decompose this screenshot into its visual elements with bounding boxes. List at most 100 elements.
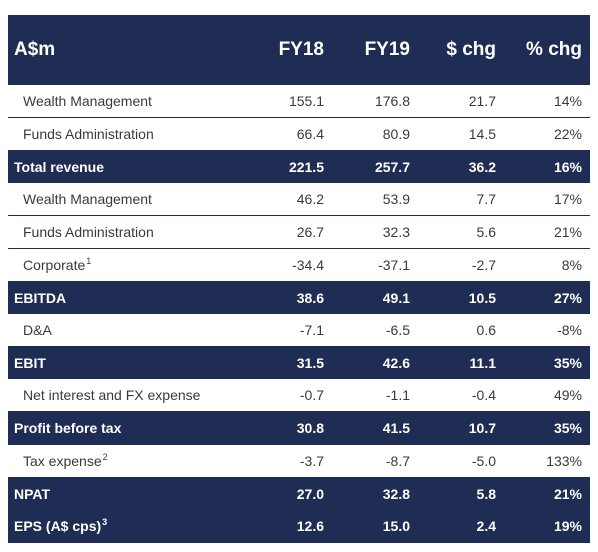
value-percent-change: 8% <box>502 248 590 282</box>
row-label-text: Total revenue <box>14 158 104 175</box>
value-percent-change: 14% <box>502 85 590 119</box>
value-percent-change: 35% <box>502 411 590 445</box>
value-dollar-change: -2.7 <box>416 248 502 282</box>
value-fy18: 12.6 <box>244 509 328 543</box>
value-percent-change: 133% <box>502 444 590 478</box>
value-dollar-change: 5.8 <box>416 477 502 510</box>
value-fy19: 53.9 <box>328 183 416 217</box>
row-label: Funds Administration <box>8 117 244 151</box>
value-percent-change: 21% <box>502 215 590 249</box>
table-row: Corporate1 -34.4 -37.1 -2.7 8% <box>8 248 590 282</box>
row-label-text: EBIT <box>14 355 46 372</box>
header-label-currency: A$m <box>14 39 56 60</box>
table-row: Wealth Management 46.2 53.9 7.7 17% <box>8 183 590 217</box>
header-row: A$m FY18 FY19 $ chg % chg <box>8 15 590 85</box>
value-percent-change: 17% <box>502 183 590 217</box>
value-fy18: -34.4 <box>244 248 328 282</box>
table-body: Wealth Management 155.1 176.8 21.7 14% Funds … <box>8 85 590 543</box>
row-label-text: EPS (A$ cps) <box>14 518 102 535</box>
table-row: Funds Administration 66.4 80.9 14.5 22% <box>8 117 590 151</box>
value-percent-change: 27% <box>502 281 590 314</box>
header-percent-change: % chg <box>526 39 582 60</box>
value-fy19: -8.7 <box>328 444 416 478</box>
table-row-total: Profit before tax 30.8 41.5 10.7 35% <box>8 411 590 445</box>
value-fy19: 42.6 <box>328 346 416 380</box>
value-dollar-change: 5.6 <box>416 215 502 249</box>
value-dollar-change: 2.4 <box>416 509 502 543</box>
row-label: Tax expense2 <box>8 444 244 478</box>
table-row: Tax expense2 -3.7 -8.7 -5.0 133% <box>8 444 590 478</box>
footnote-marker: 3 <box>102 517 108 528</box>
row-label: NPAT <box>8 477 244 510</box>
value-dollar-change: 10.5 <box>416 281 502 314</box>
value-fy18: 27.0 <box>244 477 328 510</box>
table-row: Net interest and FX expense -0.7 -1.1 -0.4 4… <box>8 379 590 413</box>
value-fy19: -37.1 <box>328 248 416 282</box>
value-dollar-change: 7.7 <box>416 183 502 217</box>
value-fy19: -6.5 <box>328 313 416 347</box>
row-label: Net interest and FX expense <box>8 379 244 413</box>
value-dollar-change: 21.7 <box>416 85 502 119</box>
value-fy18: 38.6 <box>244 281 328 314</box>
financial-summary-table-container: A$m FY18 FY19 $ chg % chg Wealth Managem… <box>8 15 590 543</box>
value-percent-change: -8% <box>502 313 590 347</box>
footnote-marker: 2 <box>102 451 108 462</box>
table-row-total: EBITDA 38.6 49.1 10.5 27% <box>8 281 590 314</box>
value-dollar-change: 36.2 <box>416 150 502 184</box>
row-label-text: EBITDA <box>14 289 67 306</box>
row-label-text: Profit before tax <box>14 420 122 437</box>
value-fy19: -1.1 <box>328 379 416 413</box>
value-fy18: -0.7 <box>244 379 328 413</box>
value-percent-change: 21% <box>502 477 590 510</box>
value-percent-change: 35% <box>502 346 590 380</box>
table-row: Wealth Management 155.1 176.8 21.7 14% <box>8 85 590 119</box>
value-fy18: 31.5 <box>244 346 328 380</box>
value-fy19: 80.9 <box>328 117 416 151</box>
value-fy18: 155.1 <box>244 85 328 119</box>
row-label-text: Wealth Management <box>23 191 152 208</box>
value-fy18: 66.4 <box>244 117 328 151</box>
value-dollar-change: 0.6 <box>416 313 502 347</box>
value-fy18: -7.1 <box>244 313 328 347</box>
row-label: Corporate1 <box>8 248 244 282</box>
row-label-text: NPAT <box>14 485 51 502</box>
value-dollar-change: -5.0 <box>416 444 502 478</box>
footnote-marker: 1 <box>86 255 92 266</box>
table-header: A$m FY18 FY19 $ chg % chg <box>8 15 590 85</box>
table-row-total: NPAT 27.0 32.8 5.8 21% <box>8 477 590 510</box>
value-fy19: 32.3 <box>328 215 416 249</box>
row-label: Wealth Management <box>8 183 244 217</box>
table-row-total: Total revenue 221.5 257.7 36.2 16% <box>8 150 590 184</box>
value-percent-change: 22% <box>502 117 590 151</box>
value-fy19: 41.5 <box>328 411 416 445</box>
row-label-text: Tax expense <box>23 452 102 469</box>
value-dollar-change: 11.1 <box>416 346 502 380</box>
table-row-total: EBIT 31.5 42.6 11.1 35% <box>8 346 590 380</box>
row-label-text: Wealth Management <box>23 93 152 110</box>
value-fy18: 30.8 <box>244 411 328 445</box>
value-dollar-change: -0.4 <box>416 379 502 413</box>
value-fy18: 46.2 <box>244 183 328 217</box>
row-label-text: D&A <box>23 321 52 338</box>
row-label-text: Net interest and FX expense <box>23 387 201 404</box>
financial-summary-table: A$m FY18 FY19 $ chg % chg Wealth Managem… <box>8 15 590 543</box>
row-label: Total revenue <box>8 150 244 184</box>
value-fy19: 32.8 <box>328 477 416 510</box>
row-label: D&A <box>8 313 244 347</box>
row-label: Wealth Management <box>8 85 244 119</box>
header-fy18: FY18 <box>278 39 324 60</box>
value-fy18: 221.5 <box>244 150 328 184</box>
value-percent-change: 49% <box>502 379 590 413</box>
value-fy19: 176.8 <box>328 85 416 119</box>
header-dollar-change: $ chg <box>446 39 496 60</box>
value-fy19: 15.0 <box>328 509 416 543</box>
row-label: EBIT <box>8 346 244 380</box>
table-row: Funds Administration 26.7 32.3 5.6 21% <box>8 215 590 249</box>
row-label: EBITDA <box>8 281 244 314</box>
row-label-text: Corporate <box>23 256 86 273</box>
value-percent-change: 19% <box>502 509 590 543</box>
value-fy19: 257.7 <box>328 150 416 184</box>
row-label: Profit before tax <box>8 411 244 445</box>
row-label-text: Funds Administration <box>23 126 154 143</box>
header-fy19: FY19 <box>364 39 410 60</box>
